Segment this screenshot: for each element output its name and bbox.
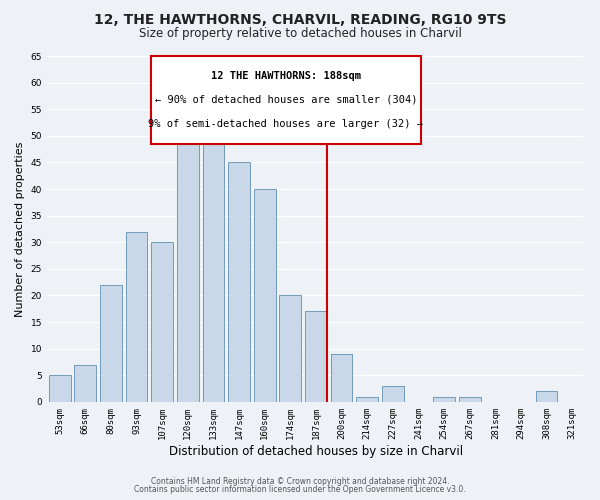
Bar bbox=[305, 312, 327, 402]
Bar bbox=[151, 242, 173, 402]
Bar bbox=[382, 386, 404, 402]
Text: 12 THE HAWTHORNS: 188sqm: 12 THE HAWTHORNS: 188sqm bbox=[211, 71, 361, 81]
Bar bbox=[177, 114, 199, 402]
Bar bbox=[280, 296, 301, 402]
Text: Contains public sector information licensed under the Open Government Licence v3: Contains public sector information licen… bbox=[134, 485, 466, 494]
FancyBboxPatch shape bbox=[151, 56, 421, 144]
Text: ← 90% of detached houses are smaller (304): ← 90% of detached houses are smaller (30… bbox=[155, 95, 417, 105]
Bar bbox=[49, 375, 71, 402]
Bar bbox=[126, 232, 148, 402]
Bar bbox=[331, 354, 352, 402]
Bar bbox=[433, 396, 455, 402]
Y-axis label: Number of detached properties: Number of detached properties bbox=[15, 141, 25, 316]
Bar bbox=[228, 162, 250, 402]
Bar bbox=[100, 285, 122, 402]
Bar bbox=[74, 364, 96, 402]
Text: 12, THE HAWTHORNS, CHARVIL, READING, RG10 9TS: 12, THE HAWTHORNS, CHARVIL, READING, RG1… bbox=[94, 12, 506, 26]
Bar bbox=[356, 396, 378, 402]
Bar bbox=[254, 189, 275, 402]
Text: 9% of semi-detached houses are larger (32) →: 9% of semi-detached houses are larger (3… bbox=[148, 118, 424, 128]
Bar bbox=[536, 391, 557, 402]
Text: Contains HM Land Registry data © Crown copyright and database right 2024.: Contains HM Land Registry data © Crown c… bbox=[151, 477, 449, 486]
Bar bbox=[459, 396, 481, 402]
X-axis label: Distribution of detached houses by size in Charvil: Distribution of detached houses by size … bbox=[169, 444, 463, 458]
Bar bbox=[203, 141, 224, 402]
Text: Size of property relative to detached houses in Charvil: Size of property relative to detached ho… bbox=[139, 28, 461, 40]
